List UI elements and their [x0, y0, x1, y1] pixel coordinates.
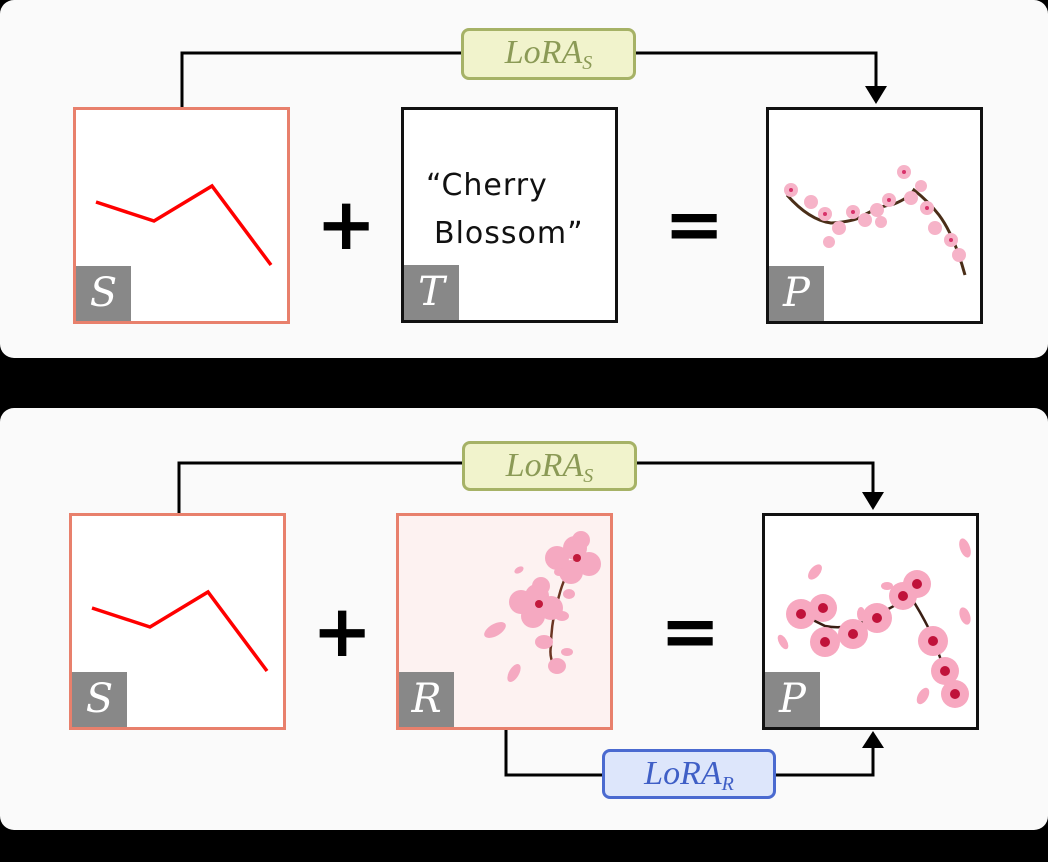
lora-s-adapter-label: LoRAS — [461, 28, 636, 80]
equals-operator: = — [660, 589, 721, 673]
output-image-box: P — [762, 513, 979, 730]
tag-s: S — [76, 266, 131, 321]
lora-r-adapter-label: LoRAR — [602, 749, 776, 799]
tag-p: P — [765, 672, 820, 727]
cherry-branch-image — [784, 165, 967, 276]
cherry-branch-image — [777, 538, 971, 708]
equals-operator: = — [664, 182, 725, 266]
sketch-line — [91, 589, 269, 673]
output-image-box: P — [766, 107, 983, 324]
text-prompt-box: “Cherry Blossom” T — [401, 107, 618, 323]
plus-operator: + — [312, 589, 373, 673]
sketch-input-box: S — [73, 107, 290, 324]
tag-p: P — [769, 266, 824, 321]
prompt-text: “Cherry Blossom” — [426, 168, 584, 251]
cherry-sprig-image — [484, 531, 601, 683]
tag-t: T — [404, 265, 459, 320]
sketch-line — [95, 183, 273, 267]
lora-s-adapter-label: LoRAS — [462, 441, 637, 491]
plus-operator: + — [316, 182, 377, 266]
reference-image-box: R — [396, 513, 613, 730]
sketch-input-box: S — [69, 513, 286, 730]
tag-s: S — [72, 672, 127, 727]
tag-r: R — [399, 672, 454, 727]
